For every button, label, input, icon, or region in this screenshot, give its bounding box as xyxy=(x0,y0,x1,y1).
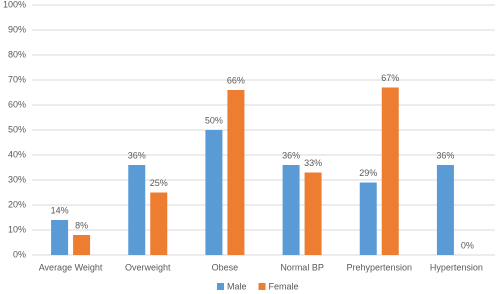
y-tick-label: 20% xyxy=(8,199,26,209)
value-label: 36% xyxy=(436,150,454,160)
value-label: 33% xyxy=(304,158,322,168)
legend-swatch xyxy=(258,283,266,290)
y-tick-label: 0% xyxy=(13,249,26,259)
bar xyxy=(359,182,377,255)
value-label: 36% xyxy=(128,150,146,160)
y-tick-label: 50% xyxy=(8,124,26,134)
bar xyxy=(436,165,454,255)
x-tick-label: Average Weight xyxy=(39,262,103,272)
value-label: 0% xyxy=(461,240,474,250)
x-tick-label: Normal BP xyxy=(280,262,324,272)
value-label: 14% xyxy=(51,205,69,215)
value-label: 29% xyxy=(359,168,377,178)
bar xyxy=(51,220,69,255)
value-label: 36% xyxy=(282,150,300,160)
legend-label: Male xyxy=(227,281,247,291)
y-tick-label: 100% xyxy=(3,0,26,9)
y-tick-label: 80% xyxy=(8,49,26,59)
y-tick-label: 70% xyxy=(8,74,26,84)
x-tick-label: Hypertension xyxy=(430,262,483,272)
bar xyxy=(227,90,245,255)
legend-label: Female xyxy=(269,281,299,291)
bar xyxy=(304,172,322,255)
bar xyxy=(150,192,168,255)
value-label: 8% xyxy=(75,220,88,230)
y-tick-label: 10% xyxy=(8,224,26,234)
bar xyxy=(205,130,223,255)
bar xyxy=(282,165,300,255)
y-tick-label: 30% xyxy=(8,174,26,184)
bar xyxy=(128,165,146,255)
value-label: 50% xyxy=(205,115,223,125)
bar xyxy=(73,235,91,255)
x-tick-label: Obese xyxy=(212,262,239,272)
value-label: 25% xyxy=(150,178,168,188)
bar xyxy=(381,87,399,255)
y-tick-label: 40% xyxy=(8,149,26,159)
value-label: 67% xyxy=(381,73,399,83)
x-tick-label: Prehypertension xyxy=(346,262,412,272)
y-tick-label: 90% xyxy=(8,24,26,34)
legend-swatch xyxy=(217,283,224,290)
y-tick-label: 60% xyxy=(8,99,26,109)
value-label: 66% xyxy=(227,75,245,85)
x-tick-label: Overweight xyxy=(125,262,171,272)
